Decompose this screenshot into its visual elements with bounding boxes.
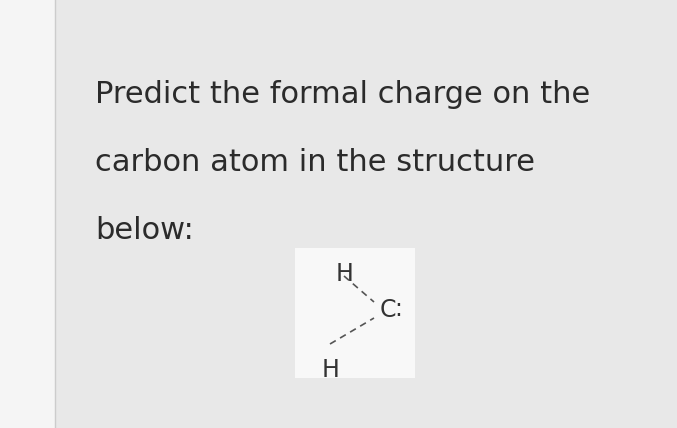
Text: below:: below:: [95, 216, 194, 245]
Text: H: H: [336, 262, 354, 286]
Bar: [0, 0, 55, 428]
Text: H: H: [322, 358, 340, 382]
Bar: [295, 248, 415, 378]
Text: Predict the formal charge on the: Predict the formal charge on the: [95, 80, 590, 109]
Text: C: C: [380, 298, 397, 322]
Text: carbon atom in the structure: carbon atom in the structure: [95, 148, 535, 177]
Text: :: :: [394, 297, 402, 321]
